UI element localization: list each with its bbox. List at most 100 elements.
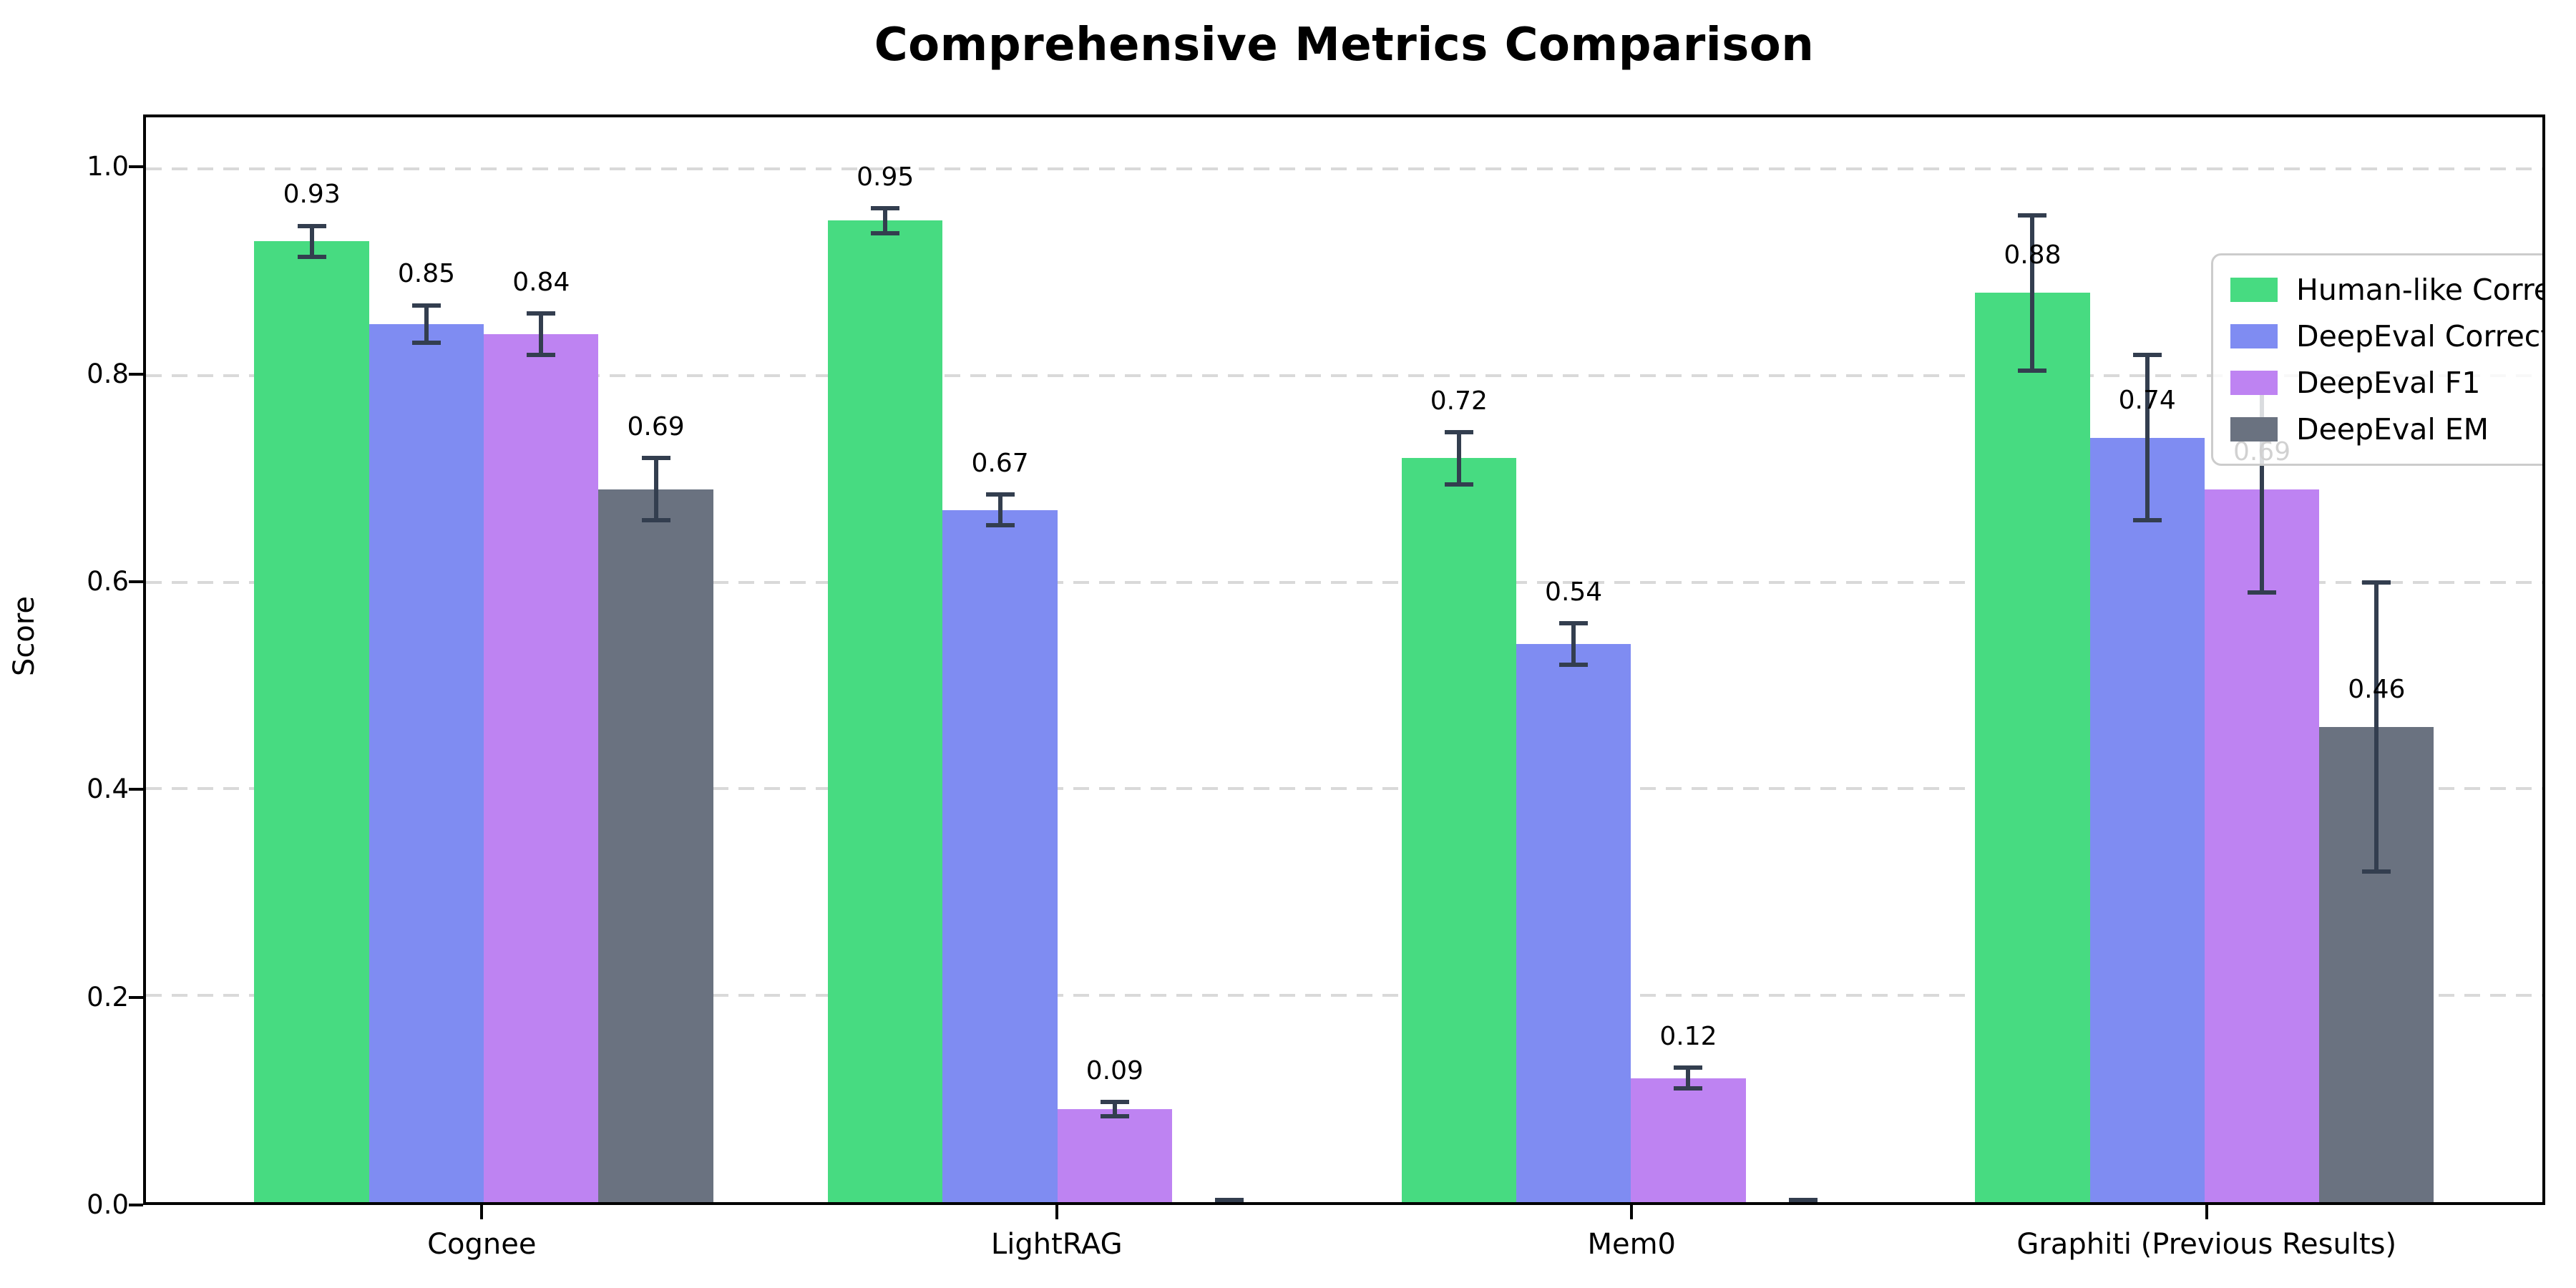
bar-value-label: 0.69 — [627, 412, 685, 442]
error-bar-cap-bottom — [1788, 1201, 1818, 1202]
error-bar-cap-top — [411, 303, 441, 308]
plot-area: 0.93 0.95 0.72 0.88 0.85 0.67 0.54 0.74 0.84 0.09… — [143, 114, 2545, 1205]
legend-item-human-like-correctness: Human-like Correctness — [2230, 273, 2545, 307]
bar-deepeval-correctness-mem0 — [1516, 644, 1631, 1202]
error-bar-cap-top — [2362, 580, 2391, 585]
error-bar-cap-bottom — [2132, 518, 2162, 523]
bar-value-label: 0.95 — [857, 162, 914, 192]
error-bar-cap-top — [2018, 213, 2047, 218]
y-tick-mark — [129, 995, 143, 999]
x-tick-mark — [480, 1205, 484, 1219]
bar-deepeval-em-cognee — [598, 489, 713, 1202]
y-tick-mark — [129, 372, 143, 376]
error-bar-cap-bottom — [411, 340, 441, 345]
error-bar — [539, 313, 544, 356]
error-bar-cap-top — [641, 456, 670, 461]
legend-item-deepeval-em: DeepEval EM — [2230, 412, 2542, 447]
error-bar-cap-bottom — [871, 230, 900, 235]
x-tick-label-graphiti-previous-results-: Graphiti (Previous Results) — [2016, 1228, 2397, 1261]
bar-value-label: 0.93 — [283, 180, 341, 210]
bar-human-like-correctness-cognee — [254, 241, 369, 1202]
x-tick-mark — [2205, 1205, 2208, 1219]
x-tick-mark — [1055, 1205, 1058, 1219]
y-tick-label: 1.0 — [87, 150, 129, 182]
error-bar — [309, 225, 314, 257]
bar-value-label: 0.12 — [1659, 1021, 1717, 1051]
error-bar-cap-bottom — [2248, 590, 2277, 595]
y-tick-mark — [129, 1204, 143, 1206]
error-bar-cap-top — [1788, 1198, 1818, 1202]
y-tick-label: 0.6 — [87, 566, 129, 597]
bar-human-like-correctness-mem0 — [1401, 458, 1516, 1202]
error-bar-cap-top — [297, 223, 326, 228]
error-bar — [2260, 386, 2265, 593]
bar-value-label: 0.46 — [2348, 674, 2406, 704]
bar-value-label: 0.84 — [512, 268, 570, 297]
error-bar-cap-bottom — [1100, 1114, 1129, 1119]
legend-label: Human-like Correctness — [2296, 273, 2545, 307]
legend-swatch — [2230, 417, 2278, 441]
bar-value-label: 0.67 — [971, 448, 1029, 478]
bar-deepeval-f1-lightrag — [1057, 1109, 1173, 1202]
legend-swatch — [2230, 324, 2278, 348]
error-bar-cap-bottom — [985, 523, 1015, 528]
error-bar — [883, 208, 888, 233]
error-bar-cap-top — [871, 206, 900, 211]
y-tick-label: 0.4 — [87, 774, 129, 805]
error-bar-cap-bottom — [1215, 1201, 1244, 1202]
bar-value-label: 0.85 — [397, 259, 456, 289]
bar-value-label: 0.54 — [1545, 577, 1603, 608]
error-bar-cap-bottom — [527, 353, 556, 358]
error-bar-cap-top — [527, 311, 556, 316]
error-bar-cap-bottom — [1674, 1086, 1703, 1091]
error-bar — [997, 494, 1002, 526]
bar-human-like-correctness-graphiti-previous-results- — [1975, 293, 2090, 1202]
bar-deepeval-correctness-cognee — [369, 323, 484, 1202]
error-bar — [2374, 582, 2379, 872]
error-bar — [1456, 432, 1461, 484]
legend-label: DeepEval EM — [2296, 412, 2489, 447]
gridline-y-0.8 — [146, 374, 2542, 377]
bar-deepeval-correctness-graphiti-previous-results- — [2089, 437, 2205, 1202]
error-bar — [1112, 1101, 1117, 1117]
error-bar-cap-top — [1559, 621, 1589, 626]
legend-label: DeepEval F1 — [2296, 366, 2481, 400]
bar-value-label: 0.88 — [2004, 240, 2062, 270]
error-bar — [424, 305, 429, 343]
legend: Human-like Correctness DeepEval Correctne… — [2211, 253, 2545, 466]
error-bar — [1686, 1068, 1691, 1089]
error-bar-cap-bottom — [1559, 663, 1589, 668]
x-tick-label-lightrag: LightRAG — [990, 1228, 1123, 1261]
y-tick-label: 0.2 — [87, 981, 129, 1013]
bar-value-label: 0.72 — [1430, 386, 1488, 416]
error-bar-cap-top — [1215, 1198, 1244, 1202]
chart-title: Comprehensive Metrics Comparison — [874, 19, 1815, 72]
error-bar-cap-top — [2132, 353, 2162, 358]
error-bar-cap-top — [985, 492, 1015, 497]
bar-value-label: 0.74 — [2118, 385, 2176, 415]
legend-item-deepeval-correctness: DeepEval Correctness — [2230, 319, 2542, 353]
x-tick-label-cognee: Cognee — [427, 1228, 537, 1261]
error-bar-cap-bottom — [2018, 368, 2047, 373]
x-tick-label-mem0: Mem0 — [1587, 1228, 1677, 1261]
bar-human-like-correctness-lightrag — [828, 220, 943, 1202]
error-bar-cap-bottom — [297, 254, 326, 259]
y-tick-label: 0.0 — [87, 1189, 129, 1220]
legend-swatch — [2230, 278, 2278, 302]
gridline-y-0.6 — [146, 580, 2542, 584]
error-bar — [1571, 623, 1576, 665]
bar-value-label: 0.09 — [1085, 1055, 1143, 1085]
bar-deepeval-correctness-lightrag — [942, 509, 1058, 1202]
legend-label: DeepEval Correctness — [2296, 319, 2542, 353]
gridline-y-1.0 — [146, 167, 2542, 171]
x-tick-mark — [1630, 1205, 1634, 1219]
error-bar-cap-bottom — [641, 518, 670, 523]
y-tick-mark — [129, 580, 143, 584]
legend-item-deepeval-f1: DeepEval F1 — [2230, 366, 2542, 400]
error-bar-cap-bottom — [1444, 482, 1473, 487]
error-bar — [2145, 355, 2150, 521]
bar-deepeval-f1-graphiti-previous-results- — [2204, 489, 2320, 1202]
y-tick-mark — [129, 165, 143, 168]
gridline-y-0.2 — [146, 994, 2542, 997]
